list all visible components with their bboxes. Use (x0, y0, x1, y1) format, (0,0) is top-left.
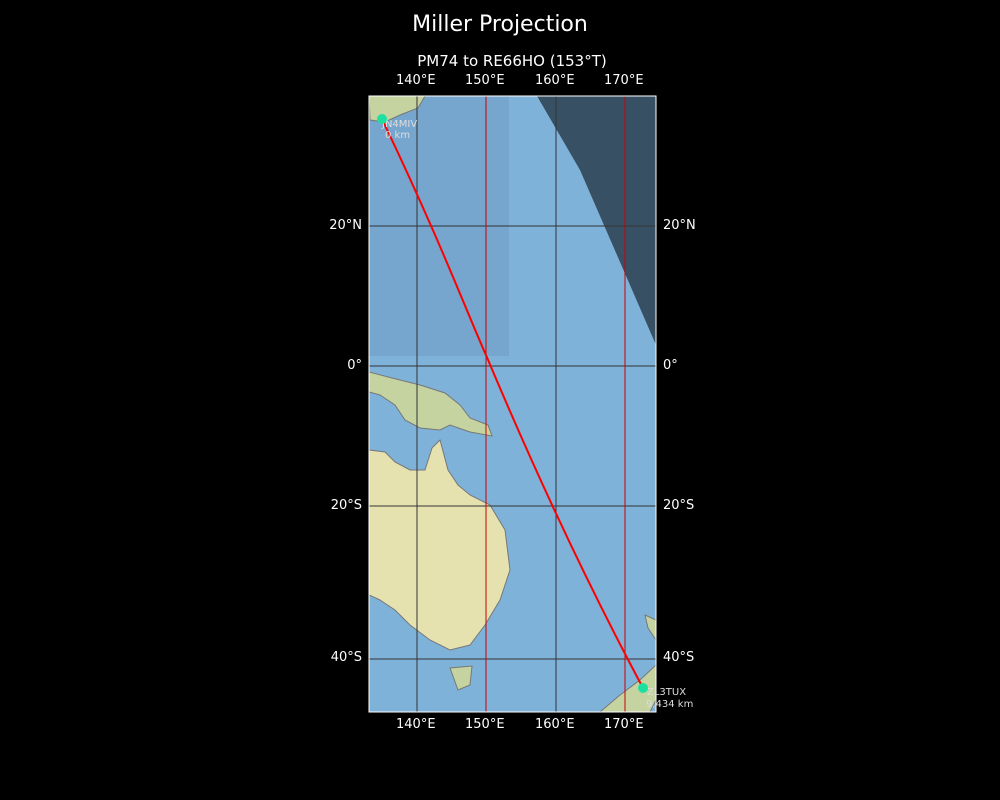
station-marker-end[interactable] (638, 683, 648, 693)
station-call-end: ZL3TUX (647, 687, 686, 698)
lat-tick-right: 20°S (663, 498, 695, 513)
lon-tick-bottom: 160°E (535, 717, 575, 732)
lon-tick-bottom: 140°E (396, 717, 436, 732)
lat-tick-right: 0° (663, 358, 678, 373)
night-shading (537, 96, 656, 345)
land-australia (369, 439, 511, 651)
map-frame (368, 95, 657, 713)
lon-tick-top: 160°E (535, 73, 575, 88)
station-marker-start[interactable] (377, 114, 387, 124)
graticule (369, 96, 656, 712)
lat-tick-right: 20°N (663, 218, 696, 233)
map-subtitle: PM74 to RE66HO (153°T) (417, 52, 607, 70)
lat-tick-right: 40°S (663, 650, 695, 665)
lon-tick-top: 150°E (465, 73, 505, 88)
lat-tick-left: 20°S (330, 498, 362, 513)
lon-tick-bottom: 170°E (604, 717, 644, 732)
map-title: Miller Projection (412, 12, 588, 37)
land-new-guinea (369, 371, 493, 437)
lon-tick-bottom: 150°E (465, 717, 505, 732)
station-distance-end: 9,434 km (646, 699, 693, 710)
lon-tick-top: 170°E (604, 73, 644, 88)
great-circle-path (381, 118, 644, 689)
station-distance-start: 0 km (385, 130, 410, 141)
lon-tick-top: 140°E (396, 73, 436, 88)
lat-tick-left: 20°N (329, 218, 362, 233)
lat-tick-left: 40°S (330, 650, 362, 665)
lat-tick-left: 0° (347, 358, 362, 373)
land-tasmania (449, 665, 473, 691)
station-call-start: JN4MIV (381, 119, 417, 130)
